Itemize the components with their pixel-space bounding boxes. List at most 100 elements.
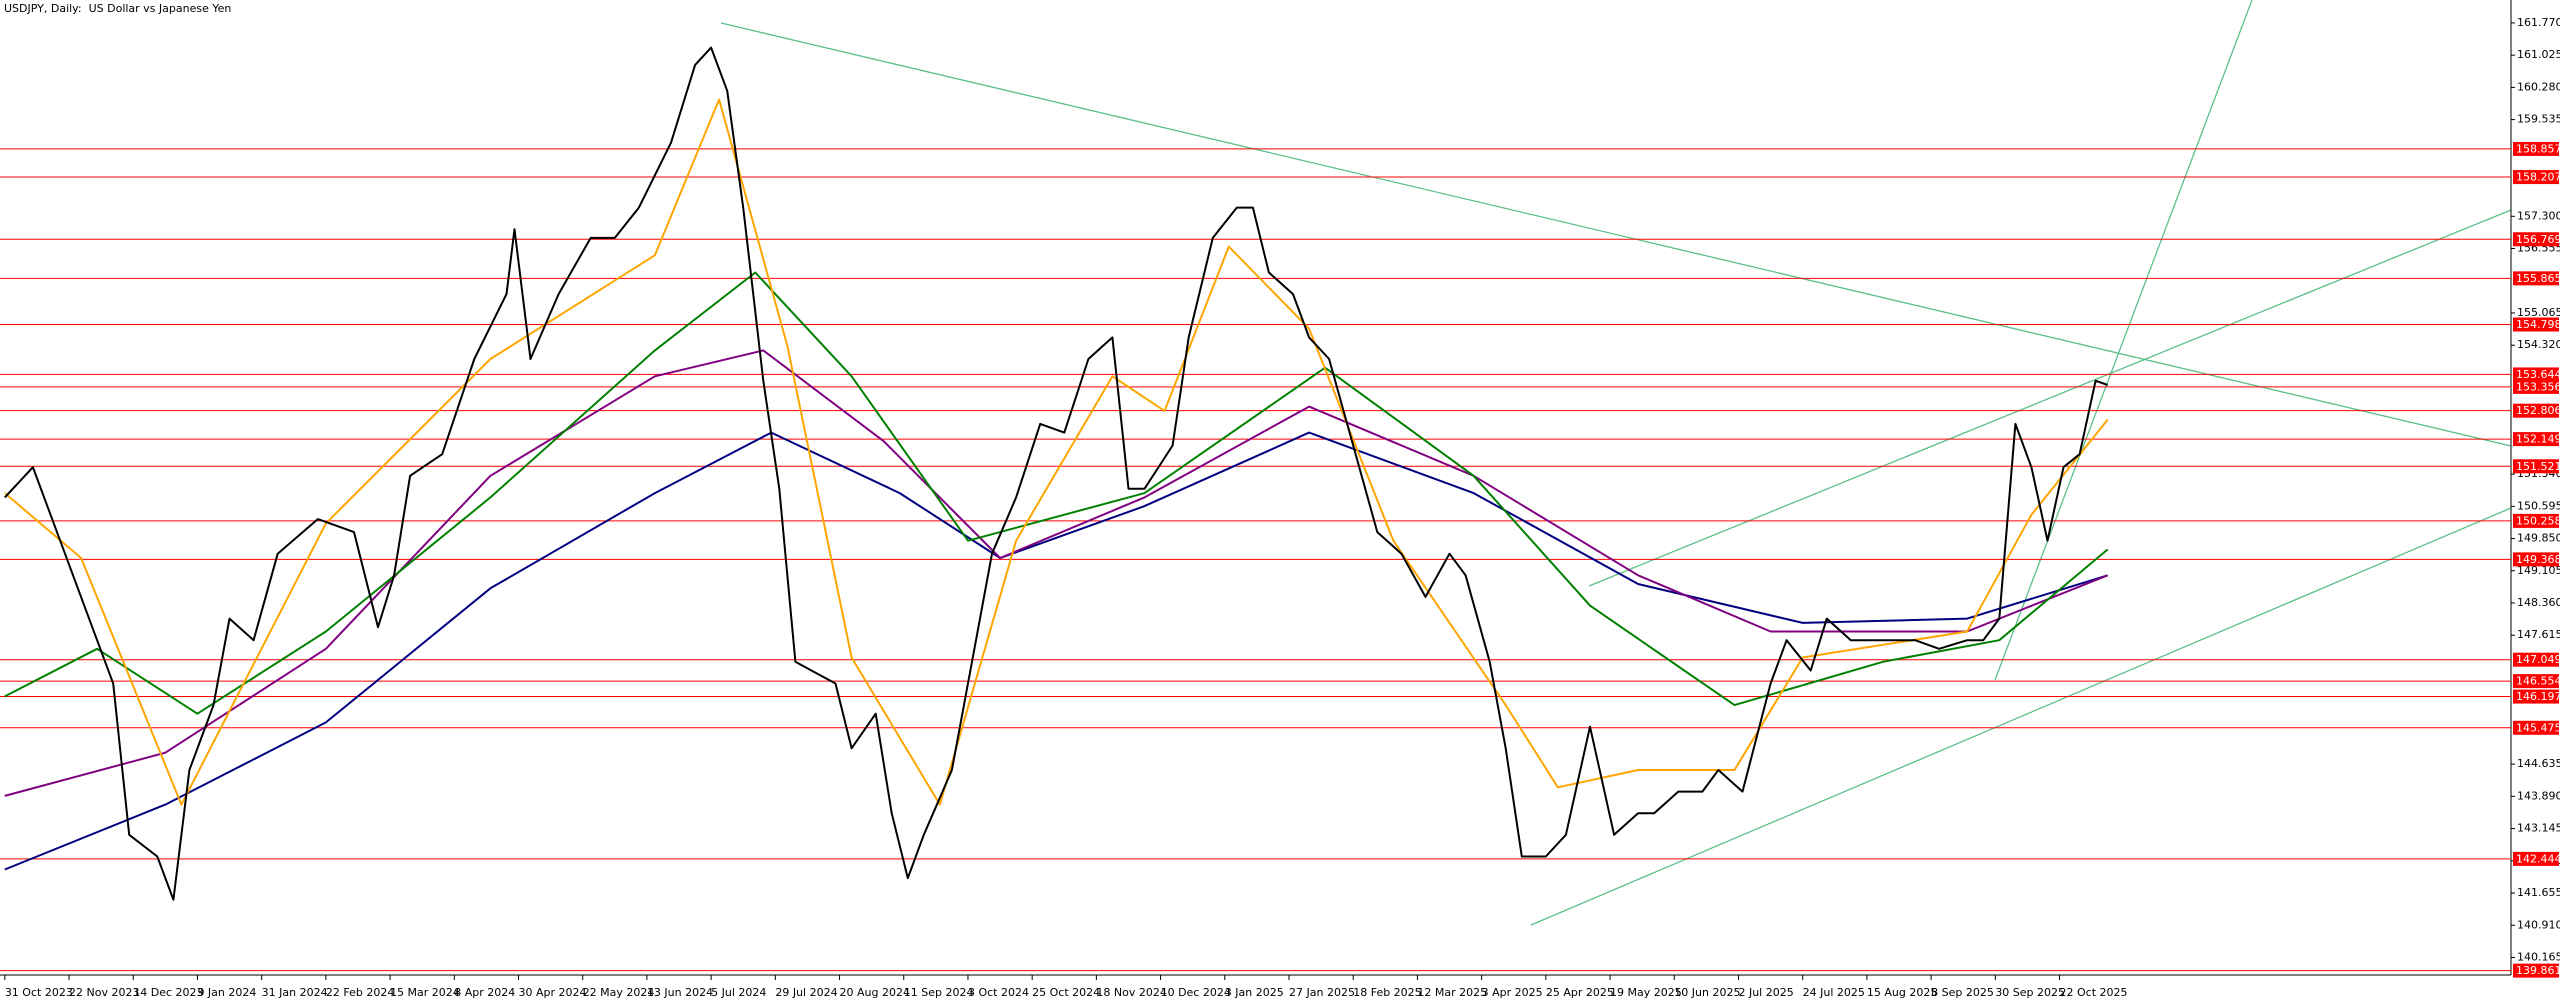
level-label-box — [2513, 689, 2559, 704]
level-label-box — [2513, 232, 2559, 247]
x-tick-label: 11 Sep 2024 — [904, 986, 974, 999]
y-tick-label: 149.105 — [2517, 564, 2560, 577]
y-tick-label: 155.065 — [2517, 306, 2560, 319]
x-tick-label: 22 Nov 2023 — [69, 986, 139, 999]
y-tick-label: 159.535 — [2517, 113, 2560, 126]
x-tick-label: 30 Apr 2024 — [518, 986, 586, 999]
y-tick-label: 161.770 — [2517, 16, 2560, 29]
y-tick-label: 160.280 — [2517, 80, 2560, 93]
level-label: 151.521 — [2516, 460, 2560, 473]
level-label-box — [2513, 317, 2559, 332]
level-label-box — [2513, 403, 2559, 418]
level-label: 158.857 — [2516, 142, 2560, 155]
level-label: 156.769 — [2516, 233, 2560, 246]
level-label-box — [2513, 170, 2559, 185]
level-label-box — [2513, 851, 2559, 866]
y-tick-label: 154.320 — [2517, 338, 2560, 351]
x-tick-label: 22 Oct 2025 — [2060, 986, 2128, 999]
price-line — [4, 46, 2109, 901]
level-label: 152.149 — [2516, 433, 2560, 446]
x-tick-label: 29 Jul 2024 — [775, 986, 837, 999]
y-tick-label: 140.910 — [2517, 918, 2560, 931]
x-tick-label: 3 Oct 2024 — [968, 986, 1029, 999]
level-label-box — [2513, 379, 2559, 394]
level-label-box — [2513, 963, 2559, 978]
y-tick-label: 148.360 — [2517, 596, 2560, 609]
y-tick-label: 161.025 — [2517, 48, 2560, 61]
level-label-box — [2513, 652, 2559, 667]
y-tick-label: 140.165 — [2517, 950, 2560, 963]
x-tick-label: 22 Feb 2024 — [326, 986, 394, 999]
level-label-box — [2513, 271, 2559, 286]
y-tick-label: 143.890 — [2517, 789, 2560, 802]
level-label: 153.356 — [2516, 380, 2560, 393]
trend-line — [1994, 0, 2253, 681]
y-tick-label: 147.615 — [2517, 628, 2560, 641]
x-tick-label: 22 May 2024 — [583, 986, 655, 999]
x-tick-label: 9 Jan 2024 — [197, 986, 256, 999]
x-tick-label: 13 Jun 2024 — [647, 986, 713, 999]
x-tick-label: 18 Feb 2025 — [1353, 986, 1421, 999]
x-tick-label: 3 Jan 2025 — [1225, 986, 1284, 999]
level-label-box — [2513, 432, 2559, 447]
level-label: 150.258 — [2516, 514, 2560, 527]
price-line — [4, 349, 2109, 797]
x-tick-label: 10 Dec 2024 — [1161, 986, 1231, 999]
x-tick-label: 24 Jul 2025 — [1803, 986, 1865, 999]
level-label: 152.806 — [2516, 404, 2560, 417]
trend-line — [1530, 507, 2512, 926]
y-tick-label: 141.655 — [2517, 886, 2560, 899]
x-tick-label: 30 Sep 2025 — [1995, 986, 2065, 999]
level-label: 155.865 — [2516, 272, 2560, 285]
x-tick-label: 15 Aug 2025 — [1867, 986, 1937, 999]
level-label-box — [2513, 552, 2559, 567]
x-tick-label: 2 Jul 2025 — [1738, 986, 1793, 999]
level-label: 158.207 — [2516, 171, 2560, 184]
x-tick-label: 27 Jan 2025 — [1289, 986, 1355, 999]
y-tick-label: 150.595 — [2517, 499, 2560, 512]
y-tick-label: 143.145 — [2517, 822, 2560, 835]
x-tick-label: 14 Dec 2023 — [133, 986, 203, 999]
level-label: 146.197 — [2516, 690, 2560, 703]
level-label: 142.444 — [2516, 852, 2560, 865]
x-tick-label: 12 Mar 2025 — [1417, 986, 1487, 999]
x-tick-label: 19 May 2025 — [1610, 986, 1682, 999]
x-tick-label: 25 Oct 2024 — [1032, 986, 1100, 999]
chart-title: USDJPY, Daily: US Dollar vs Japanese Yen — [4, 2, 231, 15]
x-tick-label: 20 Aug 2024 — [840, 986, 910, 999]
x-tick-label: 5 Jul 2024 — [711, 986, 766, 999]
level-label: 147.049 — [2516, 653, 2560, 666]
x-tick-label: 18 Nov 2024 — [1096, 986, 1166, 999]
level-label-box — [2513, 674, 2559, 689]
x-tick-label: 15 Mar 2024 — [390, 986, 460, 999]
level-label-box — [2513, 141, 2559, 156]
x-tick-label: 25 Apr 2025 — [1546, 986, 1614, 999]
trend-line — [720, 22, 2512, 447]
level-label-box — [2513, 720, 2559, 735]
level-label-box — [2513, 459, 2559, 474]
level-label: 149.368 — [2516, 553, 2560, 566]
y-tick-label: 149.850 — [2517, 532, 2560, 545]
y-tick-label: 157.300 — [2517, 209, 2560, 222]
price-line — [4, 271, 2109, 715]
x-tick-label: 8 Sep 2025 — [1931, 986, 1994, 999]
level-label-box — [2513, 513, 2559, 528]
price-line — [4, 98, 2109, 806]
trend-line — [1588, 209, 2512, 587]
x-tick-label: 8 Apr 2024 — [454, 986, 515, 999]
level-label: 145.475 — [2516, 721, 2560, 734]
level-label: 146.554 — [2516, 675, 2560, 688]
trend-lines — [720, 0, 2512, 926]
x-tick-label: 31 Jan 2024 — [262, 986, 328, 999]
level-label: 153.644 — [2516, 368, 2560, 381]
x-tick-label: 31 Oct 2023 — [5, 986, 73, 999]
x-tick-label: 10 Jun 2025 — [1674, 986, 1740, 999]
level-label-box — [2513, 367, 2559, 382]
level-label: 139.861 — [2516, 964, 2560, 977]
x-tick-label: 3 Apr 2025 — [1482, 986, 1543, 999]
level-label: 154.798 — [2516, 318, 2560, 331]
y-tick-label: 144.635 — [2517, 757, 2560, 770]
